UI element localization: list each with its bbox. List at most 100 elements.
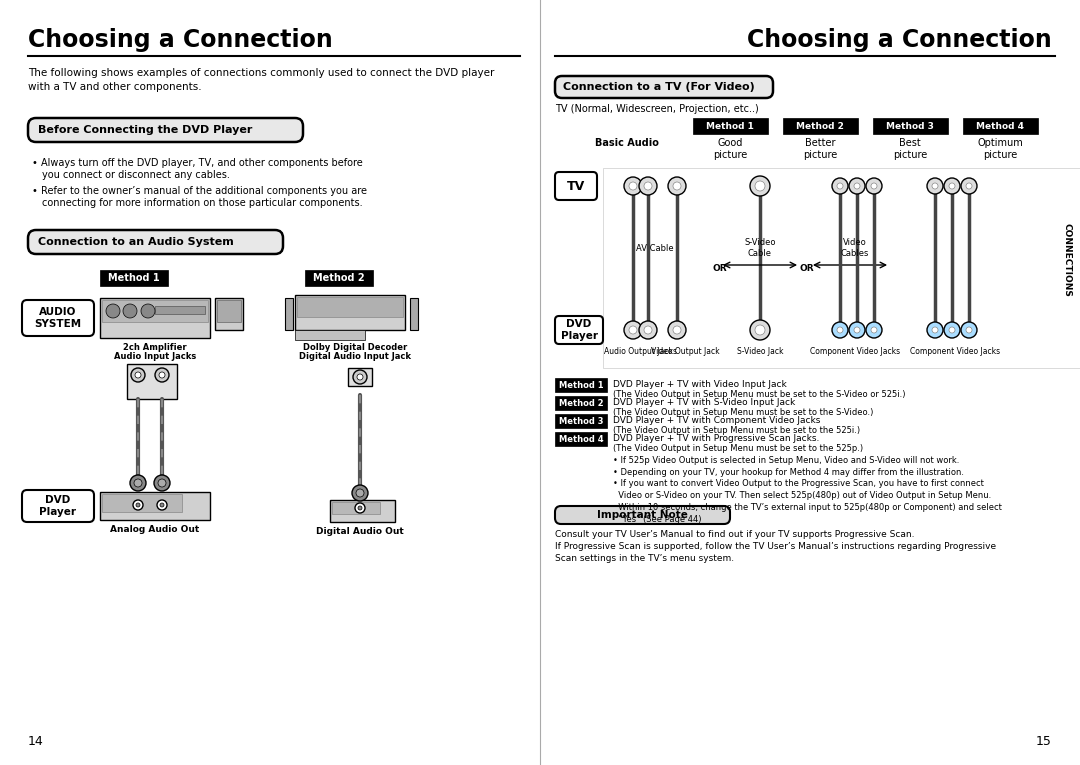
Bar <box>555 414 607 428</box>
Circle shape <box>832 178 848 194</box>
FancyBboxPatch shape <box>28 230 283 254</box>
Text: 2ch Amplifier: 2ch Amplifier <box>123 343 187 352</box>
Text: OR: OR <box>799 263 814 272</box>
Text: DVD Player + TV with Video Input Jack: DVD Player + TV with Video Input Jack <box>613 380 786 389</box>
Text: TV: TV <box>567 180 585 193</box>
Text: you connect or disconnect any cables.: you connect or disconnect any cables. <box>42 170 230 180</box>
Circle shape <box>133 500 143 510</box>
Text: The following shows examples of connections commonly used to connect the DVD pla: The following shows examples of connecti… <box>28 68 495 92</box>
Text: Digital Audio Input Jack: Digital Audio Input Jack <box>299 352 411 361</box>
Text: Video Output Jack: Video Output Jack <box>650 347 719 356</box>
Circle shape <box>927 322 943 338</box>
Text: DVD Player + TV with Component Video Jacks: DVD Player + TV with Component Video Jac… <box>613 416 821 425</box>
Circle shape <box>750 320 770 340</box>
Circle shape <box>160 503 164 507</box>
Circle shape <box>932 327 939 333</box>
Text: DVD Player + TV with S-Video Input Jack: DVD Player + TV with S-Video Input Jack <box>613 398 795 407</box>
Circle shape <box>352 485 368 501</box>
Text: DVD
Player: DVD Player <box>40 495 77 517</box>
Bar <box>963 118 1038 134</box>
Text: • Always turn off the DVD player, TV, and other components before: • Always turn off the DVD player, TV, an… <box>32 158 363 168</box>
Bar <box>873 118 948 134</box>
Bar <box>555 432 607 446</box>
Text: Digital Audio Out: Digital Audio Out <box>316 527 404 536</box>
FancyBboxPatch shape <box>555 316 603 344</box>
Bar <box>156 306 205 314</box>
Bar <box>1055 200 1080 320</box>
Circle shape <box>949 327 955 333</box>
Bar <box>100 492 210 520</box>
Circle shape <box>673 326 681 334</box>
Text: TV (Normal, Widescreen, Projection, etc..): TV (Normal, Widescreen, Projection, etc.… <box>555 104 759 114</box>
Text: Method 2: Method 2 <box>796 122 843 131</box>
Bar <box>295 330 365 340</box>
Bar <box>603 168 1080 368</box>
Text: (The Video Output in Setup Menu must be set to the 525p.)
• If 525p Video Output: (The Video Output in Setup Menu must be … <box>613 444 1002 524</box>
Text: S-Video Jack: S-Video Jack <box>737 347 783 356</box>
Bar <box>127 364 177 399</box>
Text: • Refer to the owner’s manual of the additional components you are: • Refer to the owner’s manual of the add… <box>32 186 367 196</box>
Text: Method 4: Method 4 <box>976 122 1024 131</box>
Circle shape <box>353 370 367 384</box>
Text: Method 1: Method 1 <box>108 273 160 283</box>
Text: Basic Audio: Basic Audio <box>595 138 659 148</box>
Text: Important Note: Important Note <box>596 510 688 520</box>
Circle shape <box>106 304 120 318</box>
Circle shape <box>870 327 877 333</box>
Bar <box>332 502 380 514</box>
Bar <box>297 297 403 317</box>
Circle shape <box>870 183 877 189</box>
Circle shape <box>156 368 168 382</box>
Circle shape <box>154 475 170 491</box>
Text: Audio Input Jacks: Audio Input Jacks <box>113 352 197 361</box>
Text: Method 2: Method 2 <box>558 399 604 408</box>
Text: Audio Output Jacks: Audio Output Jacks <box>604 347 676 356</box>
Circle shape <box>854 327 860 333</box>
Text: Choosing a Connection: Choosing a Connection <box>747 28 1052 52</box>
Circle shape <box>357 506 362 510</box>
Circle shape <box>141 304 156 318</box>
Circle shape <box>357 374 363 380</box>
Circle shape <box>944 322 960 338</box>
Circle shape <box>866 178 882 194</box>
FancyBboxPatch shape <box>555 506 730 524</box>
Circle shape <box>849 322 865 338</box>
Circle shape <box>644 182 652 190</box>
Circle shape <box>135 372 141 378</box>
Circle shape <box>669 177 686 195</box>
Circle shape <box>961 178 977 194</box>
Bar <box>100 270 168 286</box>
Circle shape <box>949 183 955 189</box>
Circle shape <box>961 322 977 338</box>
Text: Dolby Digital Decoder: Dolby Digital Decoder <box>302 343 407 352</box>
Circle shape <box>966 327 972 333</box>
Circle shape <box>837 327 843 333</box>
Text: Method 4: Method 4 <box>558 435 604 444</box>
Text: Better
picture: Better picture <box>802 138 837 160</box>
Text: 14: 14 <box>28 735 44 748</box>
Bar <box>305 270 373 286</box>
Text: Method 1: Method 1 <box>706 122 754 131</box>
Text: DVD Player + TV with Progressive Scan Jacks.: DVD Player + TV with Progressive Scan Ja… <box>613 434 820 443</box>
FancyBboxPatch shape <box>22 490 94 522</box>
Text: Component Video Jacks: Component Video Jacks <box>910 347 1000 356</box>
Bar <box>555 396 607 410</box>
FancyBboxPatch shape <box>28 118 303 142</box>
Text: (The Video Output in Setup Menu must be set to the S-Video or 525i.): (The Video Output in Setup Menu must be … <box>613 390 905 399</box>
Text: Consult your TV User’s Manual to find out if your TV supports Progressive Scan.
: Consult your TV User’s Manual to find ou… <box>555 530 996 562</box>
Text: Connection to an Audio System: Connection to an Audio System <box>38 237 233 247</box>
Circle shape <box>355 503 365 513</box>
Text: Before Connecting the DVD Player: Before Connecting the DVD Player <box>38 125 253 135</box>
Text: connecting for more information on those particular components.: connecting for more information on those… <box>42 198 363 208</box>
Text: Analog Audio Out: Analog Audio Out <box>110 525 200 534</box>
Text: (The Video Output in Setup Menu must be set to the S-Video.): (The Video Output in Setup Menu must be … <box>613 408 874 417</box>
FancyBboxPatch shape <box>555 76 773 98</box>
Bar <box>348 368 372 386</box>
Bar <box>295 295 405 330</box>
Circle shape <box>159 372 165 378</box>
Text: (The Video Output in Setup Menu must be set to the 525i.): (The Video Output in Setup Menu must be … <box>613 426 860 435</box>
Text: Method 3: Method 3 <box>558 416 604 425</box>
Circle shape <box>130 475 146 491</box>
Circle shape <box>673 182 681 190</box>
Circle shape <box>944 178 960 194</box>
